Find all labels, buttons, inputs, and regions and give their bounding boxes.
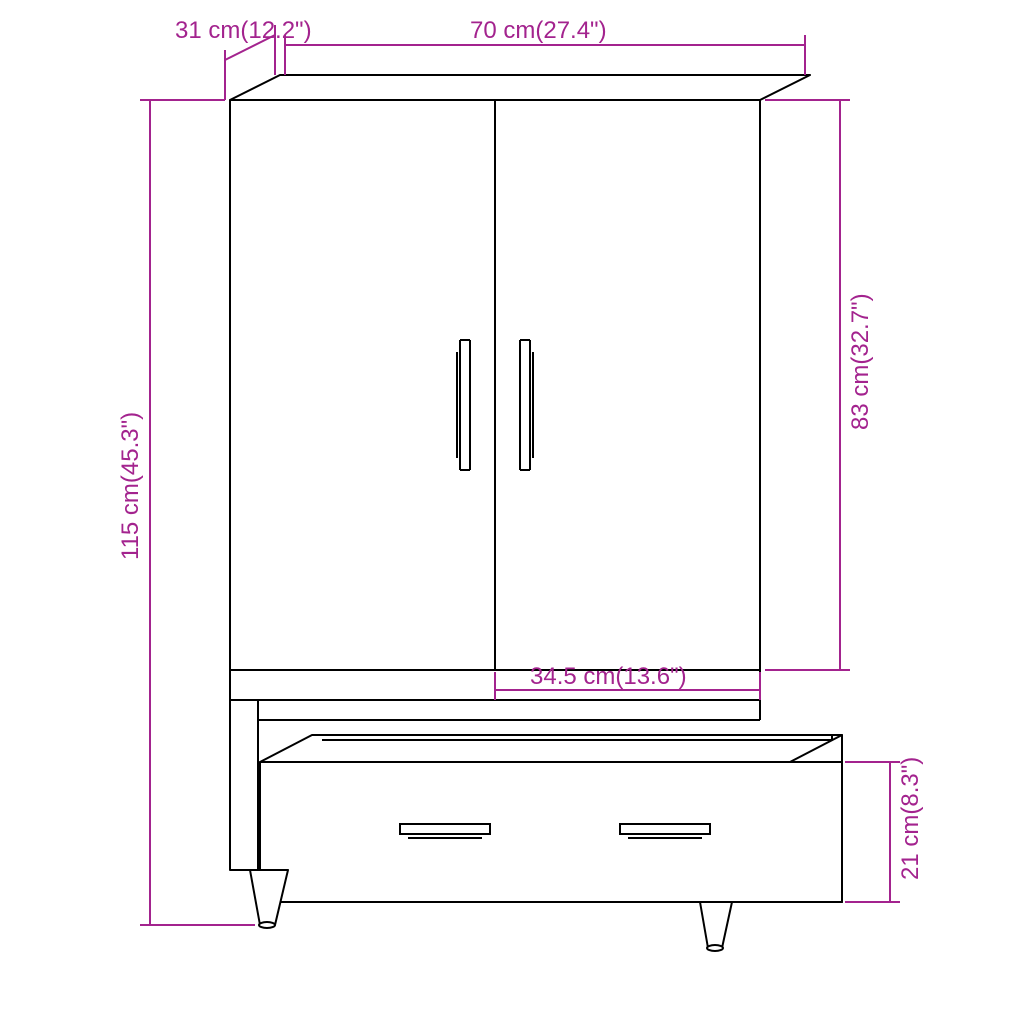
dim-height-label: 115 cm(45.3") [117, 412, 144, 560]
dim-door-label: 83 cm(32.7") [847, 293, 874, 430]
leg-right [700, 902, 732, 951]
dim-depth-label: 31 cm(12.2") [175, 17, 312, 44]
dim-width: 70 cm(27.4") [285, 17, 805, 75]
dim-drawer-label: 21 cm(8.3") [897, 757, 924, 880]
dim-door: 83 cm(32.7") [765, 100, 874, 670]
cabinet-top-face [230, 75, 810, 100]
dim-width-label: 70 cm(27.4") [470, 17, 607, 44]
dim-drawer: 21 cm(8.3") [845, 757, 924, 902]
cabinet [230, 75, 842, 951]
dim-half-label: 34.5 cm(13.6") [530, 663, 687, 690]
dimension-drawing: 31 cm(12.2") 70 cm(27.4") 115 cm(45.3") … [0, 0, 1024, 1024]
drawer-front [260, 762, 842, 902]
